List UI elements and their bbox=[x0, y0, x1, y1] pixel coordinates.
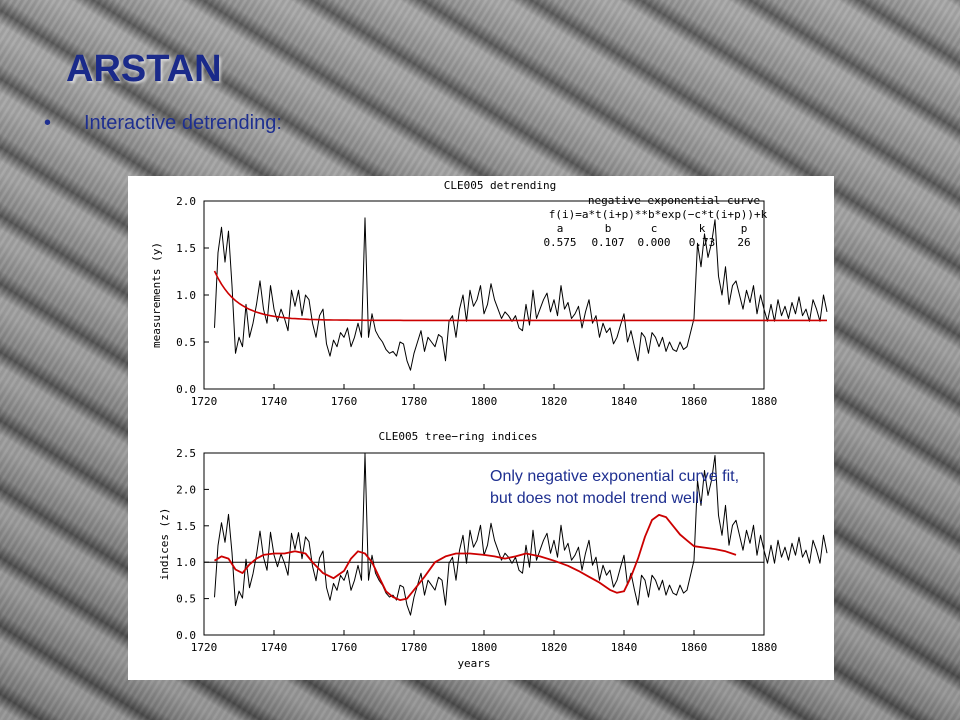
series-raw-measurements bbox=[214, 217, 828, 371]
x-tick-label: 1820 bbox=[541, 641, 568, 654]
param-name-p: p bbox=[741, 222, 748, 235]
annotation-line-2: but does not model trend well. bbox=[490, 490, 704, 507]
chart-title-indices: CLE005 tree−ring indices bbox=[379, 430, 538, 443]
x-tick-label: 1800 bbox=[471, 395, 498, 408]
param-name-a: a bbox=[557, 222, 564, 235]
x-tick-label: 1740 bbox=[261, 641, 288, 654]
annotation-callout: Only negative exponential curve fit, but… bbox=[490, 466, 830, 510]
y-tick-label: 0.0 bbox=[176, 629, 196, 642]
y-tick-label: 1.0 bbox=[176, 289, 196, 302]
param-value-c: 0.000 bbox=[637, 236, 670, 249]
x-tick-label: 1840 bbox=[611, 395, 638, 408]
legend-formula: f(i)=a*t(i+p)**b*exp(−c*t(i+p))+k bbox=[549, 208, 768, 221]
bullet-dot-icon: • bbox=[44, 112, 52, 134]
x-tick-label: 1800 bbox=[471, 641, 498, 654]
bullet-item: • Interactive detrending: bbox=[44, 112, 282, 135]
series-smoothed-curve bbox=[214, 513, 737, 602]
x-tick-label: 1780 bbox=[401, 395, 428, 408]
chart-detrending: CLE005 detrending negative exponential c… bbox=[150, 179, 768, 390]
y-tick-label: 2.5 bbox=[176, 447, 196, 460]
param-name-k: k bbox=[699, 222, 706, 235]
x-tick-label: 1880 bbox=[751, 395, 778, 408]
param-name-b: b bbox=[605, 222, 612, 235]
chart-title-detrending: CLE005 detrending bbox=[444, 179, 557, 192]
y-axis-label-detrending: measurements (y) bbox=[150, 242, 163, 348]
param-value-a: 0.575 bbox=[543, 236, 576, 249]
y-tick-label: 0.5 bbox=[176, 593, 196, 606]
y-tick-label: 1.0 bbox=[176, 556, 196, 569]
y-tick-label: 0.5 bbox=[176, 336, 196, 349]
bullet-text: Interactive detrending: bbox=[84, 112, 282, 134]
y-tick-label: 1.5 bbox=[176, 242, 196, 255]
axes-chart-detrending: 1720 1740 1760 1780 1800 1820 1840 1860 18800.00… bbox=[176, 195, 777, 408]
x-tick-label: 1720 bbox=[191, 395, 218, 408]
y-tick-label: 2.0 bbox=[176, 483, 196, 496]
series-indices bbox=[214, 453, 828, 616]
x-tick-label: 1880 bbox=[751, 641, 778, 654]
x-tick-label: 1740 bbox=[261, 395, 288, 408]
legend-heading: negative exponential curve bbox=[588, 194, 760, 207]
param-value-b: 0.107 bbox=[591, 236, 624, 249]
x-tick-label: 1760 bbox=[331, 395, 358, 408]
x-tick-label: 1860 bbox=[681, 395, 708, 408]
plot-frame-detrending bbox=[203, 200, 765, 390]
x-tick-label: 1760 bbox=[331, 641, 358, 654]
param-value-p: 26 bbox=[737, 236, 750, 249]
y-tick-label: 1.5 bbox=[176, 520, 196, 533]
charts-svg: CLE005 detrending negative exponential c… bbox=[150, 179, 828, 670]
x-tick-label: 1840 bbox=[611, 641, 638, 654]
figure-panel: CLE005 detrending negative exponential c… bbox=[128, 176, 834, 680]
y-tick-label: 0.0 bbox=[176, 383, 196, 396]
x-tick-label: 1860 bbox=[681, 641, 708, 654]
series-fit-curve bbox=[213, 270, 827, 322]
param-name-c: c bbox=[651, 222, 658, 235]
axes-chart-indices: 1720 1740 1760 1780 1800 1820 1840 1860 1880 0.0 0… bbox=[176, 447, 777, 654]
param-value-k: 0.73 bbox=[689, 236, 716, 249]
y-tick-label: 2.0 bbox=[176, 195, 196, 208]
slide-title: ARSTAN bbox=[66, 48, 222, 90]
x-tick-label: 1820 bbox=[541, 395, 568, 408]
x-tick-label: 1720 bbox=[191, 641, 218, 654]
x-axis-label-indices: years bbox=[457, 657, 490, 670]
x-tick-label: 1780 bbox=[401, 641, 428, 654]
annotation-line-1: Only negative exponential curve fit, bbox=[490, 468, 740, 485]
y-axis-label-indices: indices (z) bbox=[158, 508, 171, 581]
